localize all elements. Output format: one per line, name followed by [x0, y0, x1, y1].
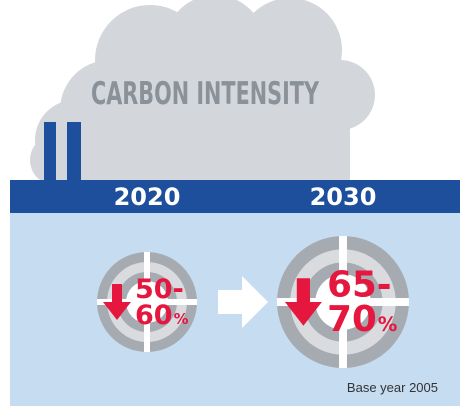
target-unit: %	[378, 313, 398, 336]
note: Base year 2005	[347, 380, 438, 395]
target-value: 60	[135, 300, 173, 331]
page: CARBON INTENSITY 2020 2030 50-60%65-70% …	[0, 0, 460, 406]
target-value: 70	[327, 299, 377, 340]
target-unit: %	[174, 310, 189, 328]
year-label: 2020	[114, 183, 181, 211]
year-label: 2030	[310, 183, 377, 211]
title: CARBON INTENSITY	[91, 76, 319, 112]
chimney	[44, 122, 56, 184]
infographic: CARBON INTENSITY 2020 2030 50-60%65-70% …	[0, 0, 460, 406]
year-band	[10, 180, 460, 213]
chimney	[67, 122, 81, 184]
